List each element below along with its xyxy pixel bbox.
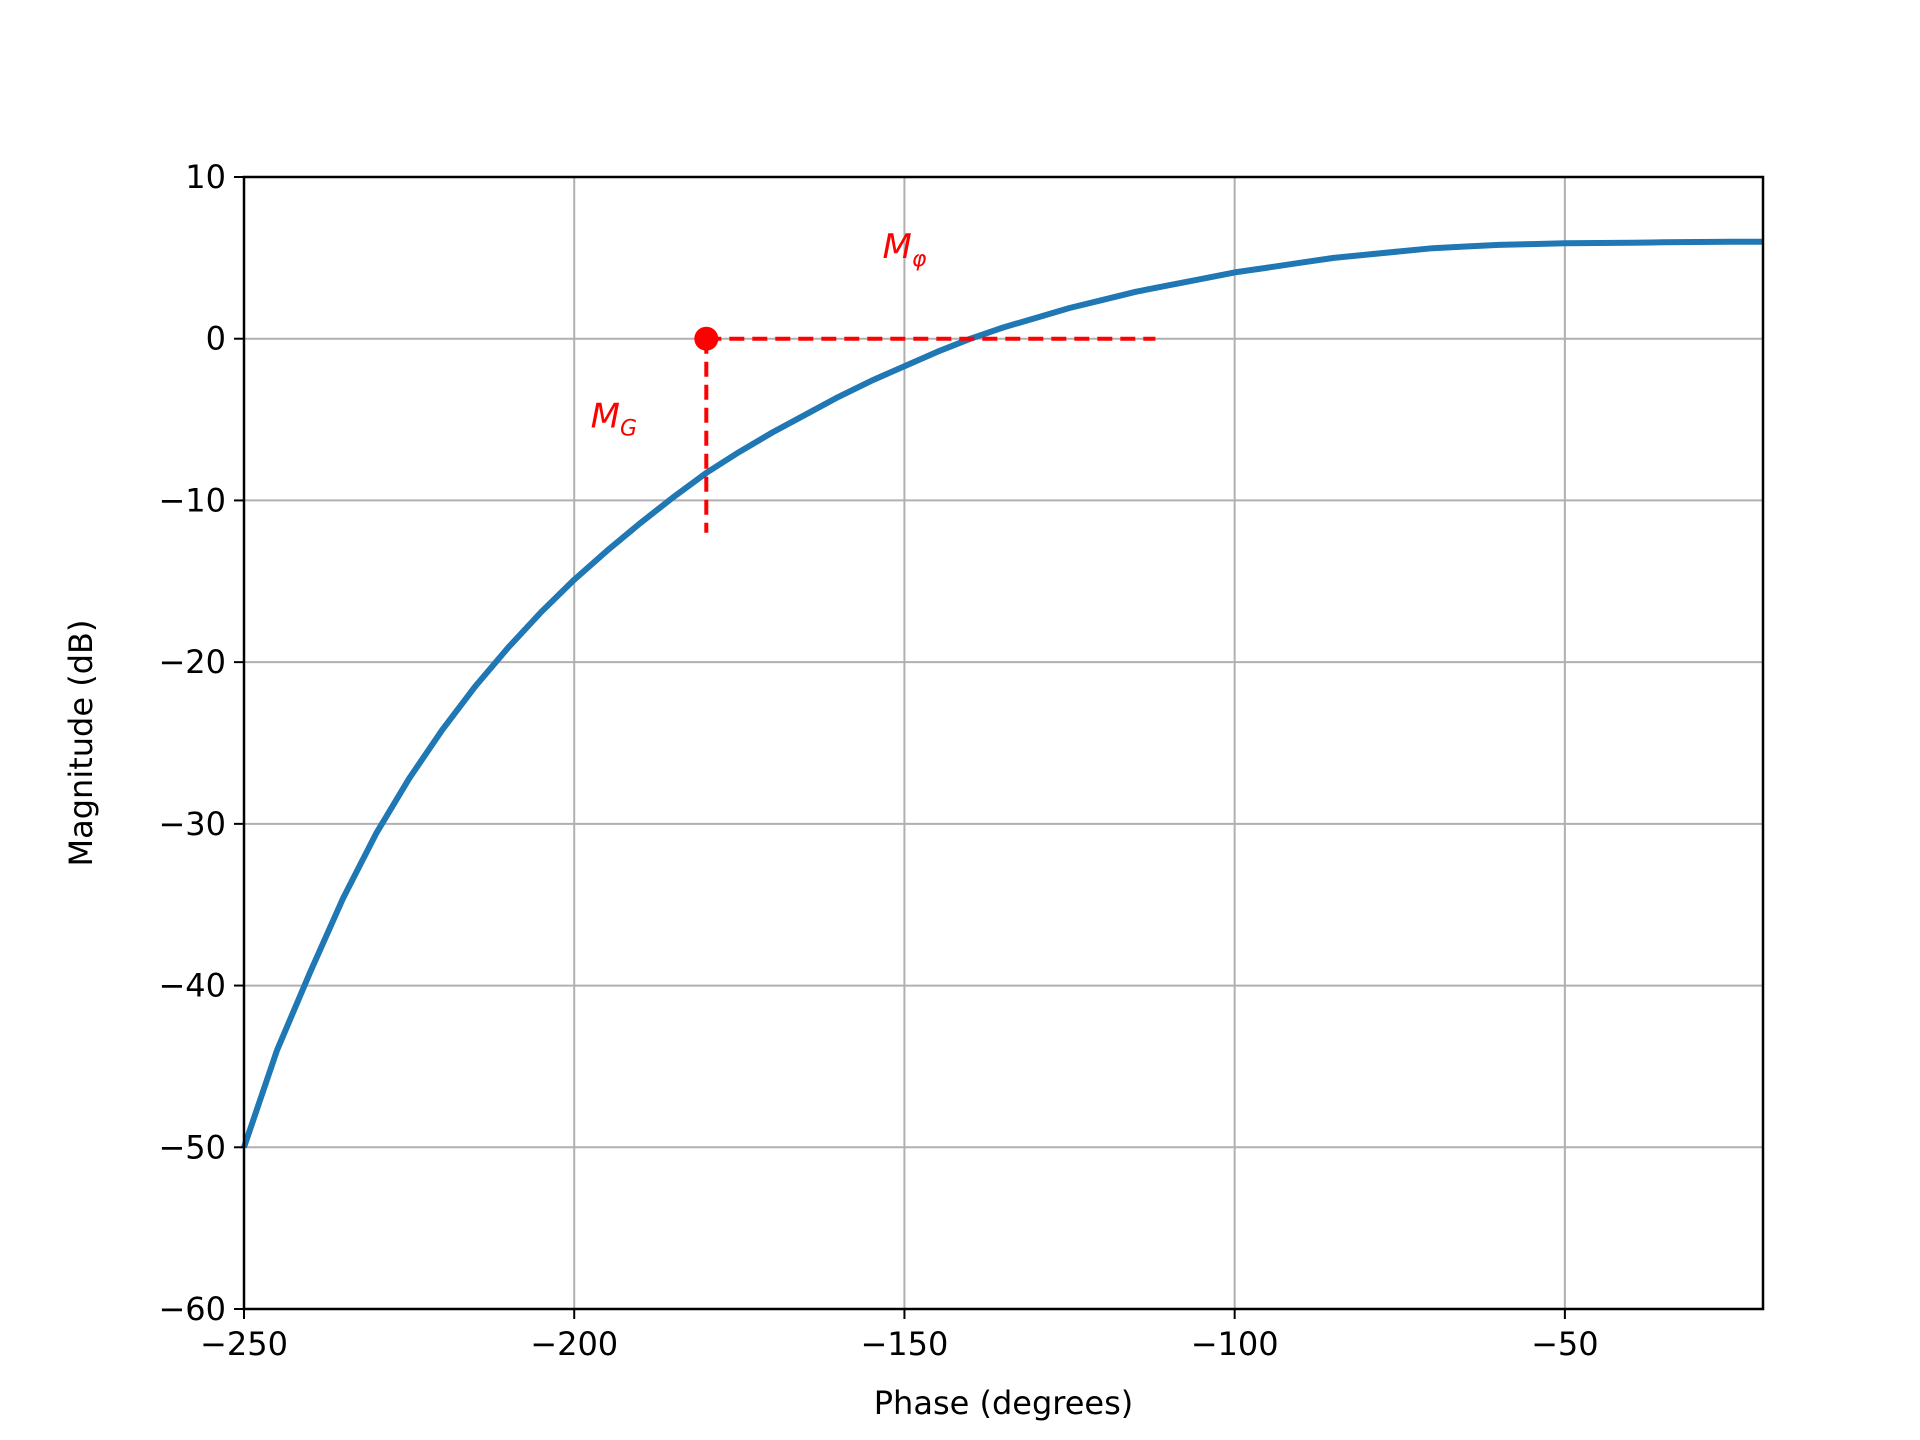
x-tick-label: −150: [860, 1325, 948, 1363]
x-tick-label: −50: [1531, 1325, 1599, 1363]
y-tick-label: −20: [158, 643, 226, 681]
y-tick-label: −50: [158, 1128, 226, 1166]
ticks: −250 −200 −150 −100 −50 10 0 −10 −20 −30 −40 −50 −60: [158, 158, 1598, 1363]
plot-frame: [242, 175, 1765, 1311]
phase-margin-label: Mφ: [883, 227, 927, 272]
x-axis-label: Phase (degrees): [874, 1384, 1134, 1422]
gain-margin-label-subscript: G: [620, 417, 637, 442]
y-tick-label: −40: [158, 967, 226, 1005]
series-line: [241, 238, 1764, 1149]
x-tick-label: −100: [1191, 1325, 1279, 1363]
series-layer: [241, 238, 1764, 1149]
phase-margin-label-main: M: [883, 227, 912, 267]
y-tick-label: 0: [206, 320, 226, 358]
gain-margin-label-main: M: [591, 397, 620, 437]
x-tick-label: −250: [200, 1325, 288, 1363]
phase-margin-label-subscript: φ: [912, 247, 927, 272]
gain-margin-label: MG: [591, 397, 637, 442]
x-tick-label: −200: [530, 1325, 618, 1363]
y-tick-label: −60: [158, 1290, 226, 1328]
y-tick-label: −10: [158, 481, 226, 519]
y-tick-label: 10: [185, 158, 226, 196]
critical-point-marker: [694, 326, 719, 351]
y-axis-label: Magnitude (dB): [62, 620, 100, 867]
y-tick-label: −30: [158, 805, 226, 843]
